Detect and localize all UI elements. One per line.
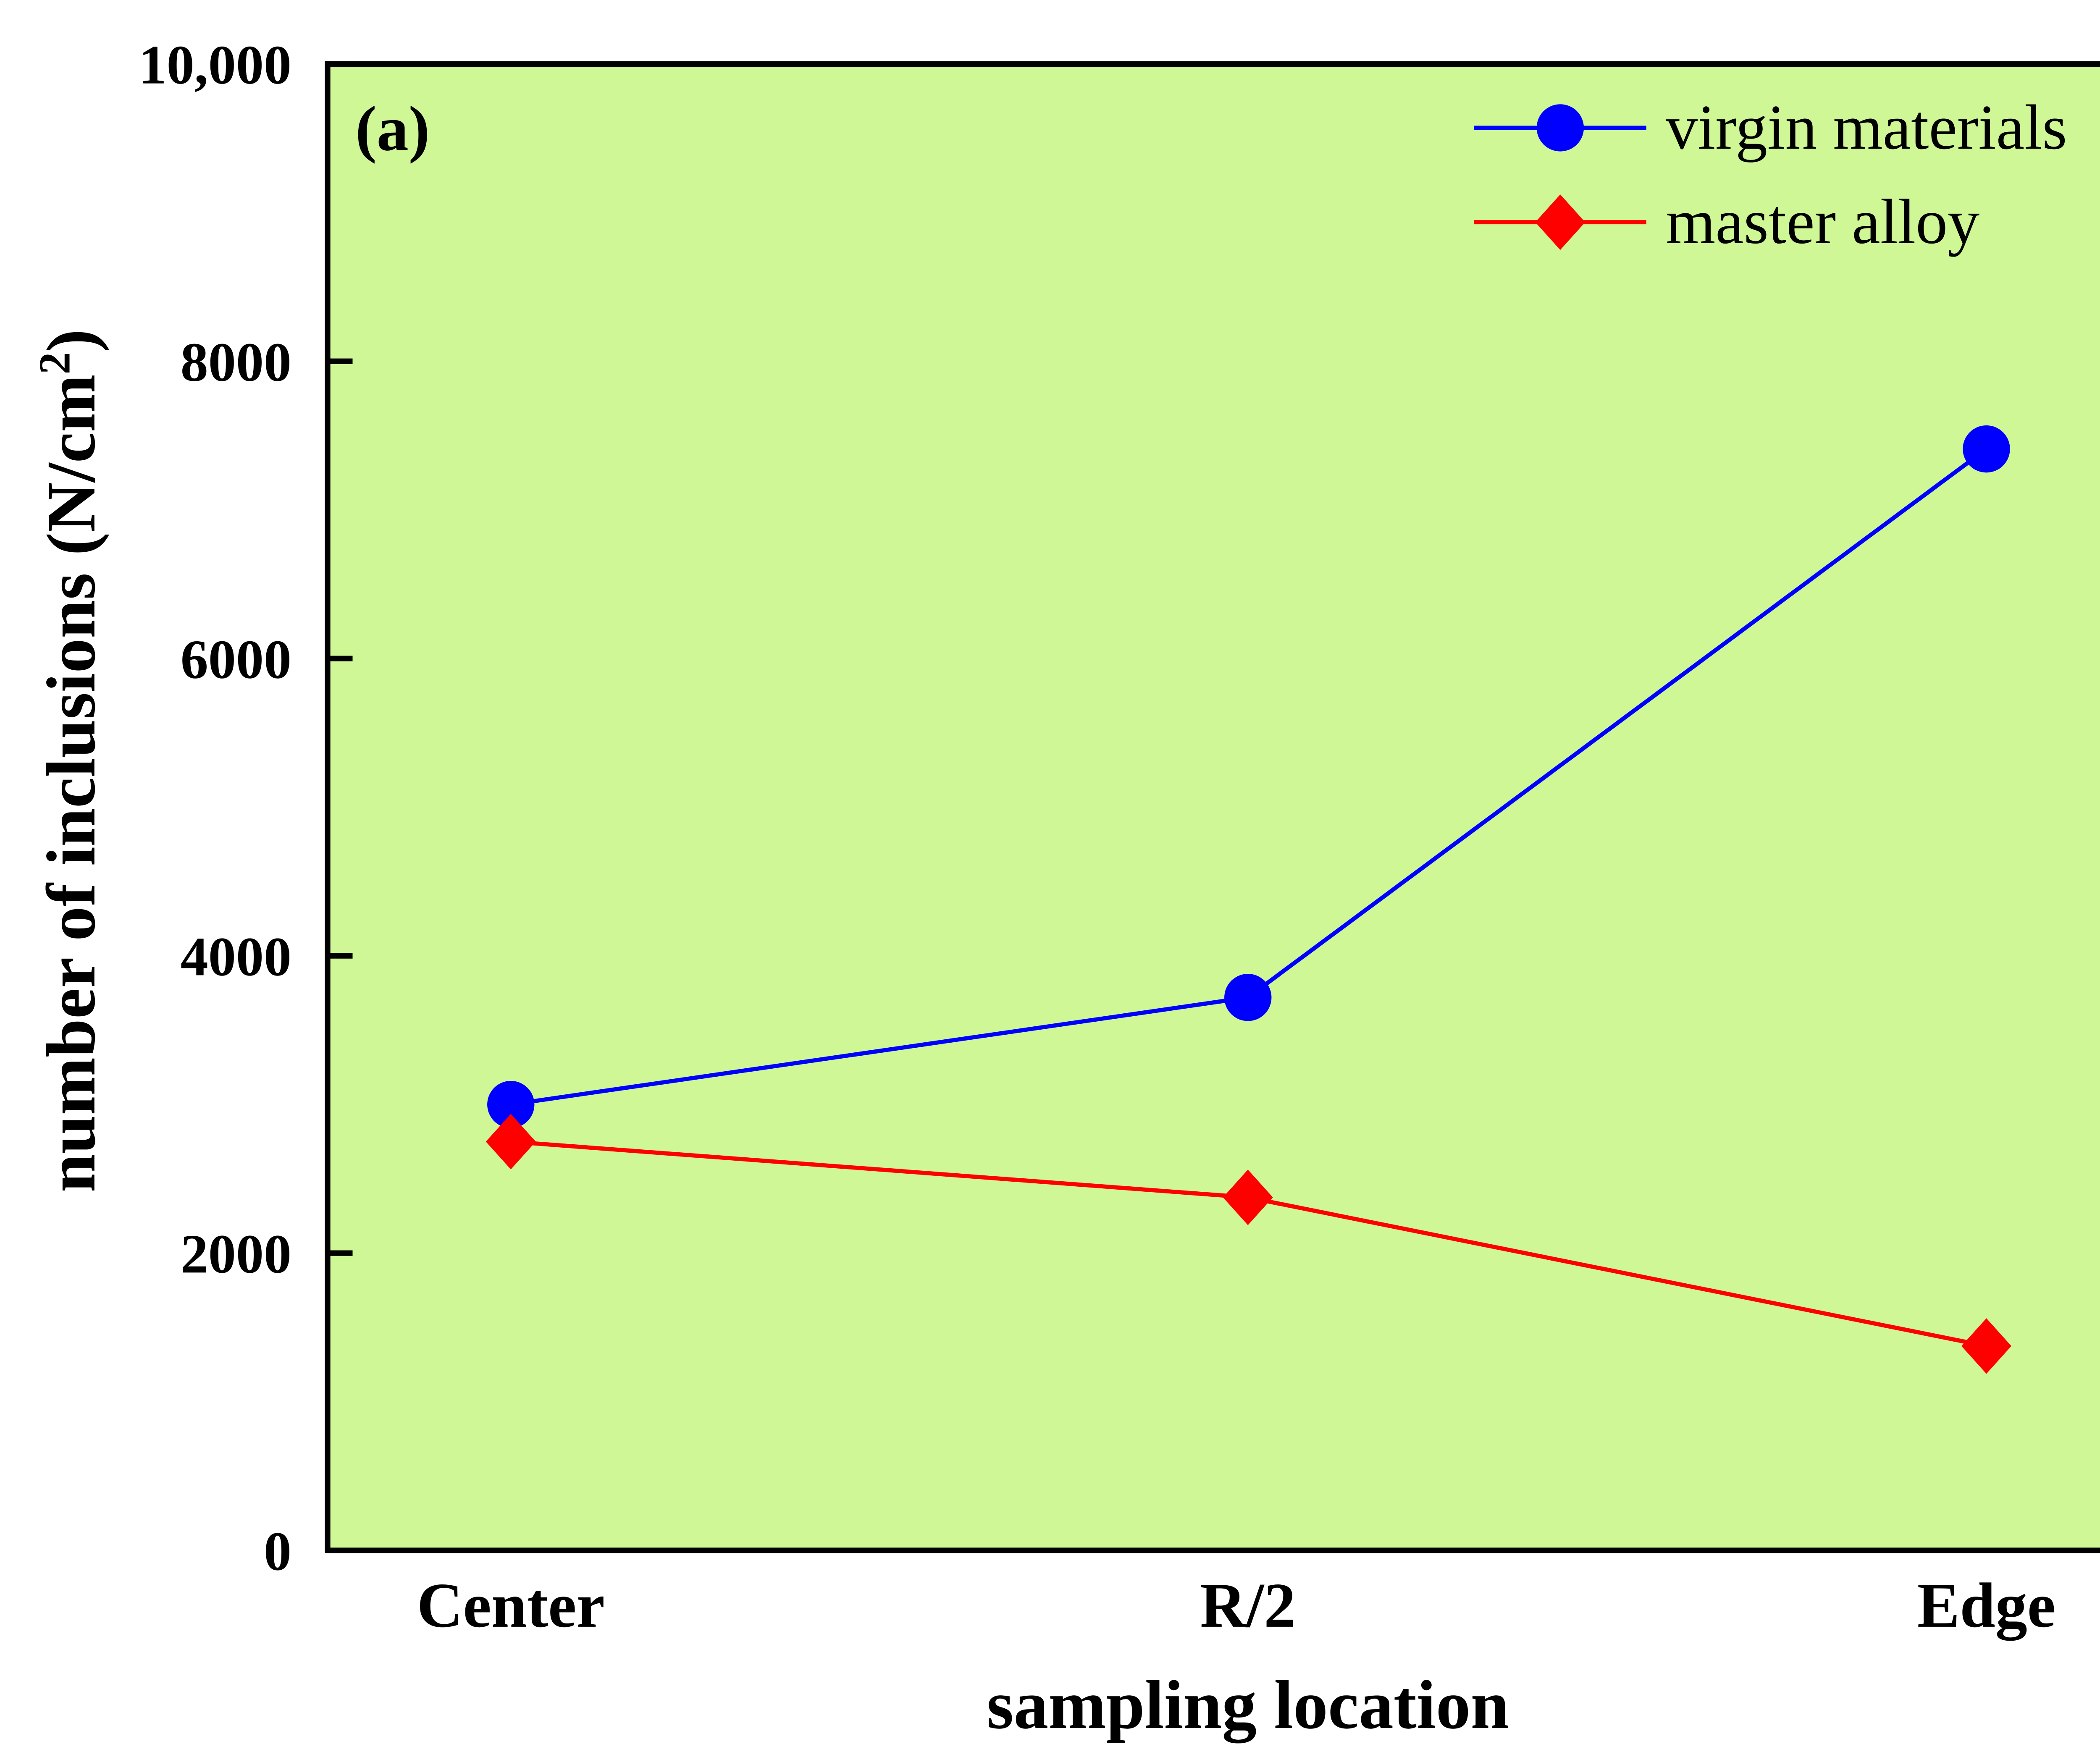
x-tick-label: Center	[417, 1570, 605, 1641]
circle-marker	[1224, 974, 1272, 1021]
legend-label: master alloy	[1666, 186, 1979, 257]
circle-marker	[1963, 425, 2010, 473]
panel-label: (a)	[355, 93, 430, 164]
x-tick-label: R/2	[1200, 1570, 1296, 1641]
y-tick-label: 0	[264, 1520, 291, 1582]
plot-area	[325, 61, 2100, 1553]
y-axis-label: number of inclusions (N/cm2)	[30, 329, 109, 1193]
y-tick-label: 2000	[181, 1223, 291, 1285]
legend-circle-icon	[1536, 104, 1584, 152]
y-tick-label: 10,000	[139, 34, 292, 96]
y-tick-label: 6000	[181, 629, 291, 690]
x-tick-label: Edge	[1917, 1570, 2055, 1641]
circle-marker	[487, 1080, 535, 1128]
legend-diamond-icon	[1535, 194, 1586, 250]
x-axis-label: sampling location	[987, 1666, 1509, 1744]
legend-label: virgin materials	[1666, 92, 2067, 163]
y-tick-label: 4000	[181, 926, 291, 987]
diamond-marker	[486, 1114, 536, 1169]
y-axis-label-close: )	[33, 329, 110, 352]
y-tick-label: 8000	[181, 331, 291, 393]
legend: virgin materials master alloy	[1474, 92, 2067, 257]
y-axis-label-sup: 2	[30, 352, 79, 375]
y-axis-label-main: number of inclusions (N/cm	[33, 374, 110, 1192]
